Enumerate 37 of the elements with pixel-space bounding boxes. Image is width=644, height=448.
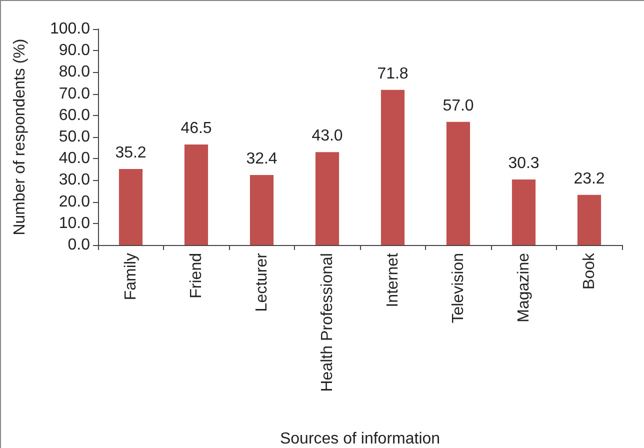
data-label: 23.2 — [574, 170, 605, 188]
bar — [315, 152, 340, 245]
bar — [118, 168, 143, 245]
x-tick-label: Health Professional — [318, 253, 336, 392]
bar — [446, 122, 470, 245]
x-tick-label: Television — [450, 253, 467, 324]
y-tick-label: 20.0 — [58, 193, 90, 210]
data-label: 46.5 — [180, 120, 212, 138]
data-label: 57.0 — [442, 97, 474, 114]
x-tick-label: Book — [580, 252, 598, 290]
data-label: 71.8 — [377, 65, 408, 82]
bar — [184, 144, 208, 245]
y-tick-label: 100.0 — [50, 20, 90, 38]
y-tick-label: 90.0 — [58, 42, 90, 60]
bar — [250, 175, 274, 245]
data-label: 35.2 — [115, 144, 146, 162]
y-tick-label: 0.0 — [68, 236, 90, 254]
y-tick-label: 40.0 — [58, 150, 90, 168]
y-tick-label: 10.0 — [58, 214, 90, 232]
data-label: 43.0 — [312, 128, 343, 145]
y-axis-title: Number of respondents (%) — [12, 38, 28, 236]
data-label: 30.3 — [508, 155, 540, 172]
bar — [512, 180, 536, 245]
y-tick-label: 70.0 — [58, 85, 90, 102]
y-tick-label: 50.0 — [58, 128, 90, 146]
x-tick-label: Lecturer — [253, 252, 270, 312]
y-tick-label: 60.0 — [58, 106, 90, 124]
x-axis-title: Sources of information — [280, 430, 440, 448]
bar — [577, 194, 602, 245]
x-tick-label: Family — [122, 253, 140, 300]
data-label: 32.4 — [246, 150, 278, 168]
x-tick-label: Friend — [188, 253, 205, 298]
bar — [380, 90, 405, 245]
x-tick-label: Internet — [384, 252, 402, 308]
x-tick-label: Magazine — [515, 252, 532, 322]
y-tick-label: 80.0 — [58, 64, 90, 81]
y-tick-label: 30.0 — [58, 172, 90, 189]
